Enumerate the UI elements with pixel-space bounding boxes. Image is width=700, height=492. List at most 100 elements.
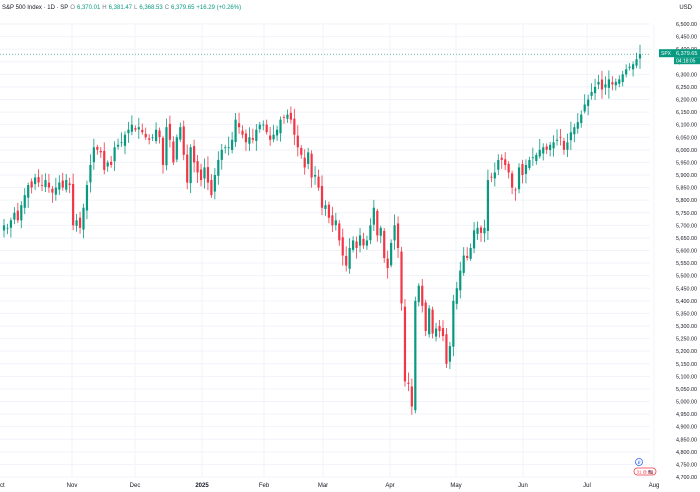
candle-body bbox=[186, 154, 189, 183]
candle-body bbox=[625, 69, 628, 75]
candle-body bbox=[497, 159, 500, 170]
candle-body bbox=[483, 227, 486, 234]
candle-body bbox=[324, 205, 327, 209]
candle-body bbox=[179, 127, 182, 140]
candles bbox=[2, 44, 642, 415]
candle-body bbox=[576, 122, 579, 129]
candle-body bbox=[493, 172, 496, 179]
candle-body bbox=[428, 308, 431, 335]
price-tick-label: 6,300.00 bbox=[676, 72, 697, 78]
currency-label[interactable]: USD bbox=[679, 5, 692, 11]
event-earnings-icon[interactable]: 31 @ 🇺🇸 bbox=[637, 470, 654, 475]
candle-body bbox=[362, 238, 365, 246]
candle-body bbox=[372, 207, 375, 225]
price-tick-label: 5,750.00 bbox=[676, 211, 697, 217]
candle-body bbox=[535, 154, 538, 162]
candle-body bbox=[54, 187, 57, 195]
candle-body bbox=[504, 159, 507, 165]
candle-body bbox=[116, 144, 120, 147]
candle-body bbox=[30, 181, 33, 188]
candle-body bbox=[231, 139, 234, 150]
price-tick-label: 6,250.00 bbox=[676, 85, 697, 91]
candle-body bbox=[341, 237, 344, 256]
grid-lines bbox=[0, 23, 655, 478]
candle-body bbox=[618, 79, 621, 84]
candle-body bbox=[614, 81, 617, 86]
candle-body bbox=[203, 167, 206, 179]
candle-body bbox=[500, 157, 503, 160]
candle-body bbox=[16, 210, 19, 221]
candle-body bbox=[310, 153, 313, 178]
price-tick-label: 5,900.00 bbox=[676, 173, 697, 179]
candle-body bbox=[369, 225, 372, 241]
countdown-box bbox=[674, 57, 700, 65]
candle-body bbox=[604, 84, 607, 88]
time-tick-label: Jun bbox=[518, 483, 528, 489]
candle-body bbox=[462, 255, 465, 273]
candle-body bbox=[424, 302, 427, 332]
candle-body bbox=[289, 112, 292, 120]
price-tick-label: 6,150.00 bbox=[676, 110, 697, 116]
price-tag-price: 6,379.65 bbox=[676, 51, 697, 57]
candle-body bbox=[85, 185, 89, 211]
candle-body bbox=[379, 227, 382, 236]
price-tick-label: 5,800.00 bbox=[676, 198, 697, 204]
candle-body bbox=[511, 173, 514, 188]
candle-body bbox=[75, 220, 78, 226]
price-tick-label: 6,200.00 bbox=[676, 98, 697, 104]
candle-body bbox=[472, 230, 476, 249]
event-dividend-icon[interactable]: ₽ bbox=[638, 460, 642, 465]
candle-body bbox=[327, 204, 331, 218]
candle-body bbox=[320, 186, 324, 208]
candle-body bbox=[113, 147, 116, 162]
candle-body bbox=[569, 132, 572, 141]
price-tick-label: 5,950.00 bbox=[676, 160, 697, 166]
event-circle-icon[interactable] bbox=[635, 458, 643, 466]
candle-body bbox=[352, 240, 355, 250]
time-tick-label: Mar bbox=[318, 483, 328, 489]
open-label: O bbox=[70, 5, 75, 11]
candle-body bbox=[345, 255, 348, 266]
price-tick-label: 6,050.00 bbox=[676, 135, 697, 141]
candle-body bbox=[168, 123, 172, 140]
price-axis[interactable]: 6,500.006,450.006,400.006,350.006,300.00… bbox=[676, 22, 697, 481]
candle-body bbox=[434, 328, 438, 337]
time-tick-label: ct bbox=[0, 483, 5, 489]
candle-body bbox=[421, 285, 424, 306]
candle-body bbox=[414, 300, 417, 411]
candle-body bbox=[524, 164, 528, 174]
price-tick-label: 4,950.00 bbox=[676, 412, 697, 418]
price-tick-label: 4,850.00 bbox=[676, 437, 697, 443]
candle-body bbox=[521, 164, 524, 175]
candle-body bbox=[383, 230, 386, 259]
candle-body bbox=[2, 225, 6, 231]
close-label: C bbox=[164, 5, 170, 11]
time-tick-label: 2025 bbox=[195, 483, 209, 489]
price-tick-label: 6,100.00 bbox=[676, 123, 697, 129]
time-tick-label: May bbox=[450, 483, 461, 489]
candle-body bbox=[562, 140, 566, 150]
candle-body bbox=[538, 149, 541, 157]
candle-body bbox=[279, 119, 282, 134]
price-tick-label: 5,200.00 bbox=[676, 349, 697, 355]
candle-body bbox=[40, 185, 44, 186]
candle-body bbox=[486, 180, 490, 231]
candle-body bbox=[286, 114, 289, 119]
candle-body bbox=[172, 141, 175, 163]
candle-body bbox=[199, 169, 203, 181]
candle-body bbox=[154, 129, 158, 142]
time-axis[interactable]: ct Nov Dec 2025 Feb Mar Apr May Jun Jul Aug bbox=[0, 483, 659, 489]
candle-body bbox=[386, 258, 389, 269]
candle-body bbox=[27, 185, 30, 198]
change-value: +16.29 (+0.26%) bbox=[196, 5, 242, 11]
candle-body bbox=[58, 182, 61, 190]
event-earnings-box[interactable] bbox=[633, 467, 657, 476]
event-markers[interactable]: ₽ 31 @ 🇺🇸 bbox=[633, 458, 657, 476]
candle-body bbox=[103, 150, 106, 170]
candle-body bbox=[517, 167, 521, 190]
candle-body bbox=[307, 152, 310, 164]
price-tick-label: 5,850.00 bbox=[676, 186, 697, 192]
candle-body bbox=[265, 124, 268, 133]
candle-body bbox=[37, 177, 40, 183]
